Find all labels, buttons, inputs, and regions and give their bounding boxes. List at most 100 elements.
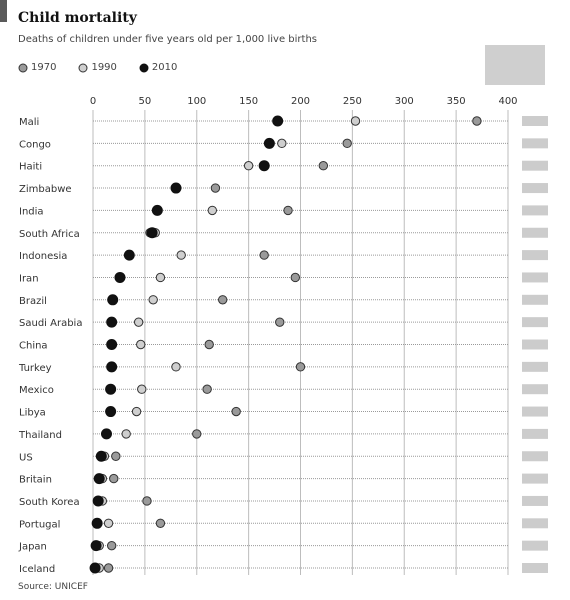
marker-1990-turkey bbox=[171, 362, 181, 372]
country-label-libya: Libya bbox=[19, 408, 46, 419]
marker-1970-saudi-arabia bbox=[275, 317, 285, 327]
marker-2010-south-africa bbox=[146, 227, 158, 239]
country-label-india: India bbox=[19, 206, 44, 217]
row-value-box-portugal bbox=[522, 518, 548, 529]
marker-1970-indonesia bbox=[259, 250, 269, 260]
marker-2010-us bbox=[95, 450, 107, 462]
row-value-box-mali bbox=[522, 116, 548, 126]
row-value-box-congo bbox=[522, 138, 548, 149]
country-label-zimbabwe: Zimbabwe bbox=[19, 184, 72, 195]
marker-1970-zimbabwe bbox=[210, 183, 221, 193]
legend-item-2010: 2010 bbox=[139, 62, 177, 73]
legend-marker-1970 bbox=[18, 63, 28, 72]
x-tick-label-50: 50 bbox=[139, 96, 152, 107]
row-value-box-turkey bbox=[522, 361, 548, 372]
marker-2010-britain bbox=[93, 473, 105, 485]
x-tick-label-400: 400 bbox=[498, 96, 517, 107]
marker-1970-turkey bbox=[295, 362, 306, 372]
legend: 1970 1990 2010 bbox=[18, 62, 177, 73]
country-label-brazil: Brazil bbox=[19, 296, 47, 307]
row-value-box-indonesia bbox=[522, 250, 548, 261]
marker-1970-thailand bbox=[192, 429, 202, 439]
source-note: Source: UNICEF bbox=[18, 582, 88, 592]
row-value-box-brazil bbox=[522, 294, 548, 305]
marker-1990-congo bbox=[277, 138, 287, 149]
marker-1970-congo bbox=[342, 138, 352, 149]
marker-1990-saudi-arabia bbox=[133, 317, 144, 327]
country-label-iran: Iran bbox=[19, 273, 39, 284]
row-value-box-india bbox=[522, 205, 548, 216]
marker-2010-iceland bbox=[89, 562, 101, 574]
marker-1970-india bbox=[283, 205, 293, 216]
country-label-south-africa: South Africa bbox=[19, 229, 80, 240]
marker-2010-turkey bbox=[106, 361, 118, 373]
country-label-saudi-arabia: Saudi Arabia bbox=[19, 318, 82, 329]
x-tick-label-200: 200 bbox=[291, 96, 310, 107]
marker-1970-china bbox=[204, 339, 214, 350]
marker-2010-japan bbox=[90, 540, 102, 552]
marker-1970-portugal bbox=[155, 518, 166, 528]
country-label-haiti: Haiti bbox=[19, 162, 42, 173]
row-value-box-saudi-arabia bbox=[522, 317, 548, 328]
row-value-box-haiti bbox=[522, 160, 548, 171]
marker-1970-south-korea bbox=[142, 496, 152, 506]
country-label-britain: Britain bbox=[19, 475, 52, 486]
country-label-south-korea: South Korea bbox=[19, 497, 80, 508]
logo-badge bbox=[485, 45, 545, 85]
marker-1990-brazil bbox=[148, 295, 158, 305]
marker-2010-libya bbox=[105, 406, 117, 418]
x-tick-label-100: 100 bbox=[187, 96, 206, 107]
country-label-turkey: Turkey bbox=[18, 363, 52, 374]
marker-2010-indonesia bbox=[123, 249, 135, 261]
x-tick-label-350: 350 bbox=[447, 96, 466, 107]
marker-1970-us bbox=[111, 451, 121, 461]
x-tick-label-150: 150 bbox=[239, 96, 258, 107]
row-value-box-iceland bbox=[522, 563, 548, 573]
legend-item-1990: 1990 bbox=[78, 62, 117, 73]
country-label-portugal: Portugal bbox=[19, 519, 60, 530]
marker-2010-south-korea bbox=[92, 495, 104, 507]
marker-2010-portugal bbox=[91, 517, 103, 529]
x-tick-label-300: 300 bbox=[395, 96, 414, 107]
marker-1990-haiti bbox=[243, 161, 254, 171]
row-value-box-south-korea bbox=[522, 495, 548, 506]
marker-2010-zimbabwe bbox=[170, 182, 182, 194]
country-label-mexico: Mexico bbox=[19, 385, 54, 396]
marker-1970-japan bbox=[106, 540, 117, 551]
row-value-box-libya bbox=[522, 406, 548, 417]
row-value-box-iran bbox=[522, 272, 548, 283]
country-label-congo: Congo bbox=[19, 139, 51, 150]
marker-1970-mexico bbox=[202, 384, 212, 394]
marker-2010-china bbox=[106, 339, 118, 350]
marker-1990-indonesia bbox=[176, 250, 186, 260]
marker-2010-iran bbox=[114, 271, 126, 283]
marker-1990-portugal bbox=[103, 518, 114, 528]
country-label-china: China bbox=[19, 341, 48, 352]
country-label-us: US bbox=[19, 452, 33, 463]
marker-2010-haiti bbox=[258, 160, 270, 172]
marker-2010-mali bbox=[272, 115, 284, 127]
marker-1990-iran bbox=[155, 272, 166, 283]
legend-marker-1990 bbox=[78, 63, 88, 72]
legend-item-1970: 1970 bbox=[18, 62, 56, 73]
marker-1990-libya bbox=[131, 406, 142, 417]
marker-1970-haiti bbox=[318, 161, 329, 171]
x-tick-label-250: 250 bbox=[343, 96, 362, 107]
marker-1970-libya bbox=[231, 406, 241, 417]
marker-2010-thailand bbox=[100, 428, 112, 440]
marker-1990-china bbox=[136, 339, 146, 350]
row-value-box-south-africa bbox=[522, 227, 548, 238]
marker-1990-india bbox=[207, 205, 218, 216]
marker-1970-britain bbox=[109, 473, 119, 484]
chart-title: Child mortality bbox=[18, 10, 137, 26]
marker-2010-congo bbox=[263, 137, 275, 149]
marker-1990-mali bbox=[350, 116, 361, 126]
row-value-box-britain bbox=[522, 473, 548, 484]
marker-1990-mexico bbox=[137, 384, 147, 394]
marker-2010-mexico bbox=[105, 383, 117, 395]
marker-2010-india bbox=[151, 204, 163, 216]
chart-subtitle: Deaths of children under five years old … bbox=[18, 34, 317, 45]
marker-1970-iceland bbox=[103, 563, 114, 573]
country-label-thailand: Thailand bbox=[18, 430, 62, 441]
